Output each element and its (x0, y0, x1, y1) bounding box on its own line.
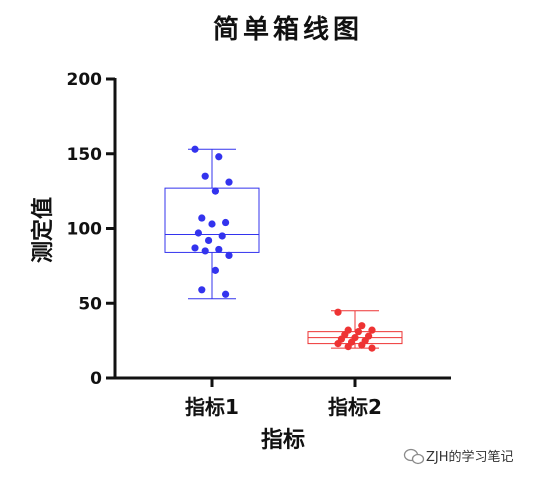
watermark-text: ZJH的学习笔记 (426, 449, 514, 465)
data-point (198, 214, 206, 222)
box-group-2 (307, 308, 403, 352)
x-axis-title: 指标 (261, 427, 305, 453)
chart-title: 简单箱线图 (213, 14, 363, 45)
data-point (368, 344, 376, 352)
data-point (191, 145, 199, 153)
data-point (211, 266, 219, 274)
data-point (218, 232, 226, 240)
y-tick-label: 150 (67, 145, 103, 165)
data-point (211, 187, 219, 195)
wechat-icon (403, 448, 425, 465)
plot-area (164, 145, 403, 352)
data-point (354, 328, 362, 336)
axes (113, 78, 451, 380)
y-tick-label: 100 (67, 220, 103, 240)
data-point (205, 236, 213, 245)
y-tick-label: 50 (78, 294, 102, 314)
data-point (215, 245, 223, 254)
data-point (225, 251, 233, 260)
data-point (201, 247, 209, 255)
data-point (334, 308, 342, 316)
data-point (191, 244, 199, 252)
x-category-label: 指标1 (185, 395, 239, 419)
data-point (225, 178, 233, 186)
data-point (201, 172, 209, 180)
data-point (194, 229, 202, 237)
data-point (198, 286, 206, 294)
iqr-box (164, 187, 260, 253)
data-point (215, 153, 223, 161)
data-point (368, 326, 376, 334)
data-point (334, 340, 342, 348)
watermark: ZJH的学习笔记 (403, 448, 514, 465)
x-categories: 指标1 指标2 (185, 378, 382, 419)
box-group-1 (164, 145, 260, 300)
y-ticks: 0 50 100 150 200 (67, 70, 115, 389)
data-point (358, 341, 366, 349)
y-tick-label: 200 (67, 70, 103, 90)
data-point (344, 343, 352, 351)
data-point (222, 218, 230, 227)
x-category-label: 指标2 (328, 395, 382, 419)
data-point (358, 322, 366, 330)
y-tick-label: 0 (90, 369, 102, 389)
data-point (208, 220, 216, 228)
y-axis-title: 测定值 (30, 197, 56, 263)
data-point (222, 290, 230, 298)
